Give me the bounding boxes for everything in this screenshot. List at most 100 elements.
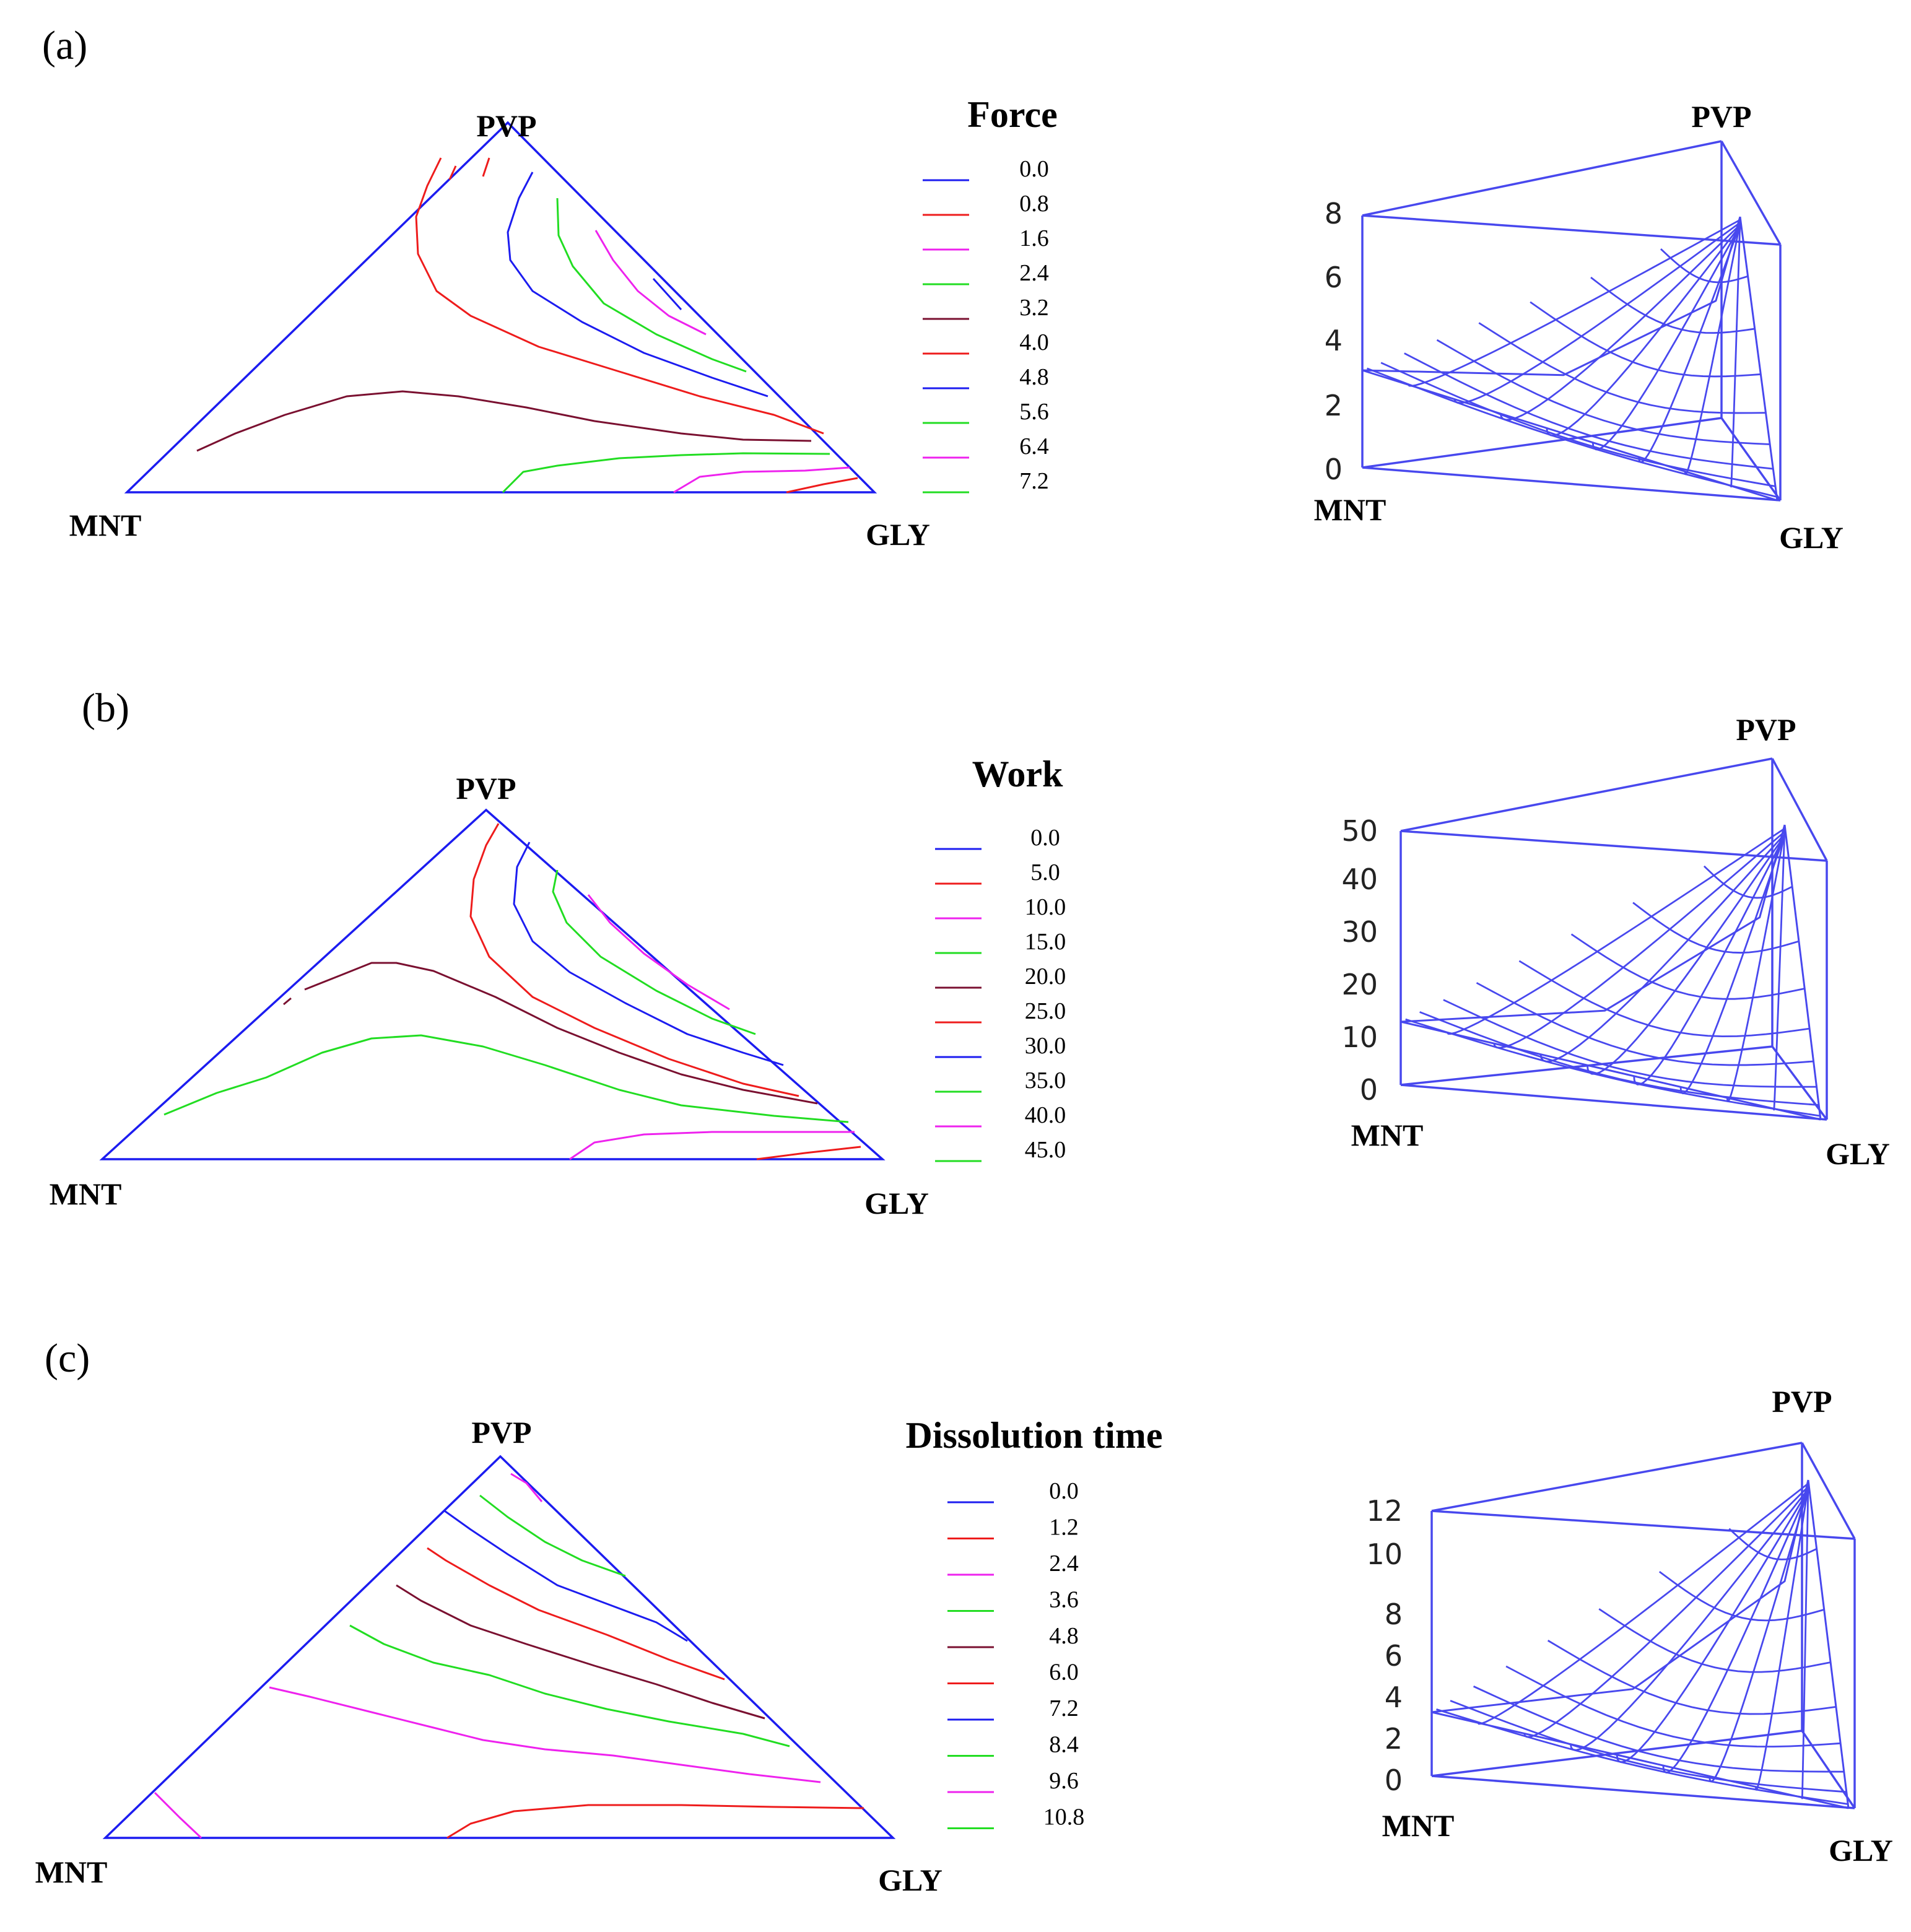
- contour-line: [786, 477, 858, 494]
- surface-mesh-line: [1443, 999, 1817, 1088]
- surface-vertex-label-top: PVP: [1736, 712, 1796, 747]
- surface-mesh-line: [1367, 367, 1777, 498]
- contour-line: [479, 1494, 626, 1577]
- frame-base-back: [1362, 417, 1722, 469]
- surface-base-edge: [1431, 1711, 1849, 1809]
- surface-ridge: [1400, 824, 1786, 1023]
- frame-top-front: [1431, 1510, 1855, 1540]
- frame-top-right: [1771, 758, 1828, 861]
- vertex-label-left: MNT: [35, 1855, 108, 1889]
- surface-base-edge: [1400, 1020, 1821, 1121]
- frame-base-right: [1771, 1045, 1828, 1121]
- legend-level-label: 5.6: [1019, 399, 1049, 425]
- surface-mesh-line: [1404, 352, 1774, 470]
- surface-mesh-line: [1450, 1700, 1847, 1793]
- surface-plot: 0 2 4 6 8 PVP MNT GLY: [1314, 99, 1844, 555]
- surface-vertex-label-right: GLY: [1779, 520, 1844, 555]
- surface-vertex-label-left: MNT: [1314, 492, 1386, 527]
- surface-mesh-line: [1660, 248, 1749, 284]
- legend-level-label: 45.0: [1025, 1137, 1066, 1163]
- surface-axis-tick: 4: [1385, 1681, 1403, 1714]
- legend-level-label: 40.0: [1025, 1102, 1066, 1128]
- frame-base-front: [1400, 1084, 1827, 1121]
- surface-mesh-line: [1405, 1018, 1821, 1117]
- contour-line: [154, 1791, 202, 1839]
- frame-top-back: [1400, 757, 1773, 832]
- panel-label: (b): [82, 685, 129, 731]
- surface-mesh-line: [1477, 1482, 1809, 1725]
- surface-mesh-line: [1436, 1708, 1848, 1805]
- ternary-frame: [99, 808, 886, 1160]
- surface-axis-tick: 0: [1325, 453, 1343, 486]
- surface-axis-tick: 0: [1385, 1764, 1403, 1797]
- legend-level-label: 10.0: [1025, 894, 1066, 920]
- surface-vertex-label-left: MNT: [1382, 1808, 1455, 1843]
- contour-line: [448, 165, 457, 180]
- legend-level-label: 3.6: [1049, 1587, 1079, 1613]
- contour-line: [427, 1547, 725, 1681]
- surface-axis-tick: 2: [1385, 1722, 1403, 1756]
- vertex-label-right: GLY: [864, 1186, 929, 1221]
- panel-a: (a) PVP MNT GLY Force 0.0 0.8 1.6 2.4 3.2 4.0 4.8 5.…: [42, 23, 1844, 555]
- legend-level-label: 4.0: [1019, 329, 1049, 355]
- ternary-frame: [124, 121, 877, 494]
- surface-mesh-line: [1436, 339, 1770, 445]
- contour-line: [594, 230, 707, 336]
- surface-axis-tick: 4: [1325, 324, 1343, 357]
- vertex-label-left: MNT: [50, 1177, 122, 1211]
- legend-level-label: 0.0: [1019, 156, 1049, 182]
- contour-line: [304, 962, 818, 1105]
- legend-level-label: 6.0: [1049, 1660, 1079, 1686]
- surface-axis-tick: 50: [1341, 814, 1378, 848]
- frame-top-front: [1400, 830, 1827, 862]
- contour-line: [502, 452, 830, 494]
- surface-mesh-line: [1419, 1011, 1819, 1106]
- panel-label: (c): [45, 1336, 90, 1381]
- legend-level-label: 7.2: [1019, 468, 1049, 494]
- contour-line: [196, 390, 812, 452]
- legend-level-label: 35.0: [1025, 1068, 1066, 1094]
- surface-mesh-line: [1473, 1686, 1844, 1773]
- contour-line: [556, 198, 747, 373]
- frame-top-right: [1720, 141, 1782, 245]
- legend-level-label: 3.2: [1019, 295, 1049, 321]
- contour-line: [446, 1804, 864, 1839]
- surface-vertex-label-left: MNT: [1351, 1118, 1424, 1152]
- contour-line: [269, 1686, 821, 1783]
- surface-mesh-line: [1662, 1489, 1809, 1774]
- frame-top-back: [1362, 140, 1722, 217]
- legend-level-label: 5.0: [1030, 859, 1060, 886]
- legend-level-label: 9.6: [1049, 1768, 1079, 1794]
- surface-axis-tick: 20: [1341, 968, 1378, 1001]
- surface-mesh-line: [1569, 1488, 1809, 1751]
- contour-line: [510, 1473, 543, 1502]
- surface-axis-tick: 12: [1366, 1494, 1403, 1528]
- surface-axis-tick: 0: [1360, 1073, 1378, 1107]
- surface-axis-tick: 8: [1385, 1598, 1403, 1631]
- contour-line: [673, 466, 850, 494]
- legend-level-label: 2.4: [1049, 1551, 1079, 1577]
- surface-mesh-line: [1658, 1571, 1825, 1622]
- surface-vertex-label-right: GLY: [1829, 1833, 1893, 1868]
- legend-title: Work: [972, 754, 1063, 794]
- surface-axis-tick: 40: [1341, 863, 1378, 896]
- surface-axis-tick: 6: [1385, 1639, 1403, 1673]
- contour-line: [587, 894, 730, 1011]
- contour-line: [444, 1510, 688, 1642]
- legend-level-label: 4.8: [1049, 1623, 1079, 1649]
- panel-b: (b) PVP MNT GLY Work 0.0 5.0 10.0 15.0 20.0 25.0 30…: [50, 685, 1890, 1221]
- surface-mesh-line: [1447, 827, 1785, 1035]
- contour-line: [349, 1624, 790, 1747]
- surface-axis-tick: 30: [1341, 915, 1378, 949]
- vertex-label-left: MNT: [69, 508, 142, 542]
- legend-level-label: 8.4: [1049, 1732, 1079, 1758]
- contour-line: [469, 823, 799, 1097]
- legend-level-label: 4.8: [1019, 364, 1049, 390]
- legend-level-label: 25.0: [1025, 998, 1066, 1024]
- surface-mesh-line: [1530, 301, 1761, 378]
- surface-mesh-line: [1570, 933, 1805, 1000]
- contour-line: [163, 1034, 849, 1123]
- surface-axis-tick: 10: [1366, 1538, 1403, 1571]
- legend-level-label: 7.2: [1049, 1695, 1079, 1721]
